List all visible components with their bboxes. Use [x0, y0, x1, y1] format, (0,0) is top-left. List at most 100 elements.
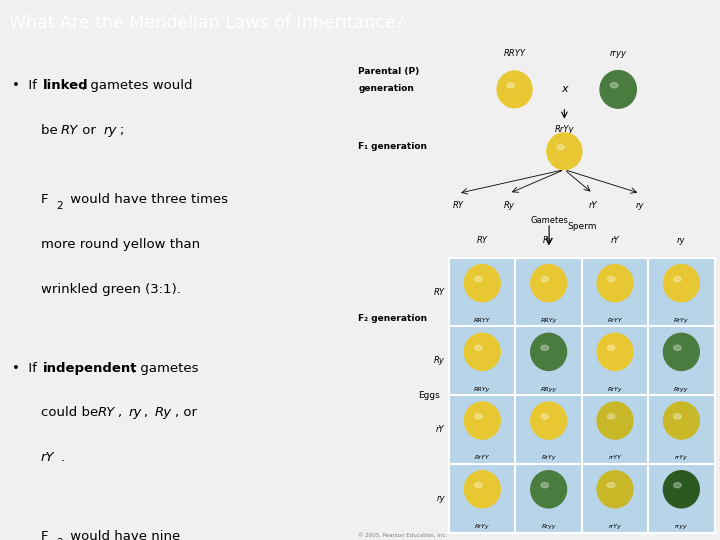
Ellipse shape	[474, 345, 482, 350]
Text: F₂ generation: F₂ generation	[359, 314, 428, 323]
Text: , gametes: , gametes	[132, 362, 199, 375]
Text: ry: ry	[128, 406, 142, 419]
Ellipse shape	[557, 145, 564, 150]
Text: RY: RY	[98, 406, 115, 419]
Ellipse shape	[663, 333, 699, 370]
Text: ,: ,	[117, 406, 126, 419]
Text: would have three times: would have three times	[66, 193, 228, 206]
Text: 2: 2	[56, 537, 63, 540]
Text: rY: rY	[41, 451, 55, 464]
Text: Rryy: Rryy	[541, 524, 556, 529]
Text: Sperm: Sperm	[567, 222, 597, 231]
Text: Ry: Ry	[434, 356, 445, 365]
Text: RrYy: RrYy	[608, 387, 622, 392]
Ellipse shape	[600, 71, 636, 108]
Ellipse shape	[607, 483, 615, 488]
Text: linked: linked	[42, 79, 89, 92]
Text: ry: ry	[636, 201, 644, 210]
Ellipse shape	[674, 414, 681, 419]
Text: F: F	[41, 193, 48, 206]
Ellipse shape	[541, 483, 549, 488]
Ellipse shape	[541, 276, 549, 282]
Ellipse shape	[547, 133, 582, 170]
Text: RY: RY	[433, 288, 445, 296]
Text: rY: rY	[611, 236, 619, 245]
Text: RRyy: RRyy	[541, 387, 557, 392]
Ellipse shape	[663, 402, 699, 439]
Text: , or: , or	[175, 406, 197, 419]
Text: Ry: Ry	[504, 201, 515, 210]
Text: RrYY: RrYY	[475, 455, 490, 461]
Text: RRYY: RRYY	[474, 318, 490, 323]
Ellipse shape	[531, 265, 567, 302]
Ellipse shape	[497, 71, 532, 107]
Text: RRYY: RRYY	[503, 49, 526, 58]
Ellipse shape	[541, 345, 549, 350]
Ellipse shape	[674, 276, 681, 282]
Text: ry: ry	[104, 124, 117, 137]
Text: rryy: rryy	[675, 524, 688, 529]
Text: RrYY: RrYY	[608, 318, 622, 323]
Text: 2: 2	[56, 201, 63, 211]
Text: rY: rY	[588, 201, 597, 210]
Ellipse shape	[474, 276, 482, 282]
Ellipse shape	[663, 265, 699, 302]
Text: would have nine: would have nine	[66, 530, 180, 540]
Text: Ry: Ry	[155, 406, 172, 419]
Ellipse shape	[507, 83, 514, 88]
Ellipse shape	[597, 471, 633, 508]
Ellipse shape	[531, 402, 567, 439]
Ellipse shape	[464, 333, 500, 370]
Text: , gametes would: , gametes would	[82, 79, 192, 92]
Text: RRYy: RRYy	[541, 318, 557, 323]
Text: Eggs: Eggs	[418, 390, 440, 400]
Text: RY: RY	[60, 124, 78, 137]
Ellipse shape	[464, 471, 500, 508]
Ellipse shape	[674, 345, 681, 350]
Text: RrYy: RrYy	[674, 318, 689, 323]
Text: or: or	[78, 124, 101, 137]
Text: •  If: • If	[12, 362, 42, 375]
Text: ,: ,	[144, 406, 153, 419]
Ellipse shape	[531, 471, 567, 508]
Text: F: F	[41, 530, 48, 540]
Text: RY: RY	[477, 236, 487, 245]
Text: rrYy: rrYy	[608, 524, 621, 529]
Text: •  If: • If	[12, 79, 42, 92]
Bar	[449, 258, 714, 532]
Ellipse shape	[611, 83, 618, 88]
Ellipse shape	[607, 414, 615, 419]
Text: rY: rY	[436, 425, 445, 434]
Text: generation: generation	[359, 84, 414, 93]
Text: Rryy: Rryy	[674, 387, 688, 392]
Text: rrYY: rrYY	[608, 455, 621, 461]
Text: x: x	[561, 84, 567, 94]
Ellipse shape	[464, 402, 500, 439]
Text: RRYy: RRYy	[474, 387, 490, 392]
Ellipse shape	[663, 471, 699, 508]
Ellipse shape	[607, 345, 615, 350]
Text: more round yellow than: more round yellow than	[41, 238, 200, 251]
Ellipse shape	[474, 483, 482, 488]
Ellipse shape	[464, 265, 500, 302]
Text: be: be	[41, 124, 62, 137]
Ellipse shape	[597, 265, 633, 302]
Text: could be: could be	[41, 406, 102, 419]
Text: F₁ generation: F₁ generation	[359, 142, 427, 151]
Text: .: .	[60, 451, 65, 464]
Text: ;: ;	[120, 124, 124, 137]
Ellipse shape	[541, 414, 549, 419]
Text: RrYy: RrYy	[475, 524, 490, 529]
Ellipse shape	[474, 414, 482, 419]
Text: Parental (P): Parental (P)	[359, 67, 420, 76]
Text: ry: ry	[436, 494, 445, 503]
Ellipse shape	[597, 402, 633, 439]
Text: wrinkled green (3:1).: wrinkled green (3:1).	[41, 282, 181, 295]
Text: independent: independent	[42, 362, 138, 375]
Text: Ry: Ry	[543, 236, 554, 245]
Text: RY: RY	[453, 201, 464, 210]
Text: RrYy: RrYy	[554, 125, 574, 134]
Text: RrYy: RrYy	[541, 455, 556, 461]
Ellipse shape	[607, 276, 615, 282]
Text: © 2005, Pearson Education, Inc.: © 2005, Pearson Education, Inc.	[359, 532, 447, 537]
